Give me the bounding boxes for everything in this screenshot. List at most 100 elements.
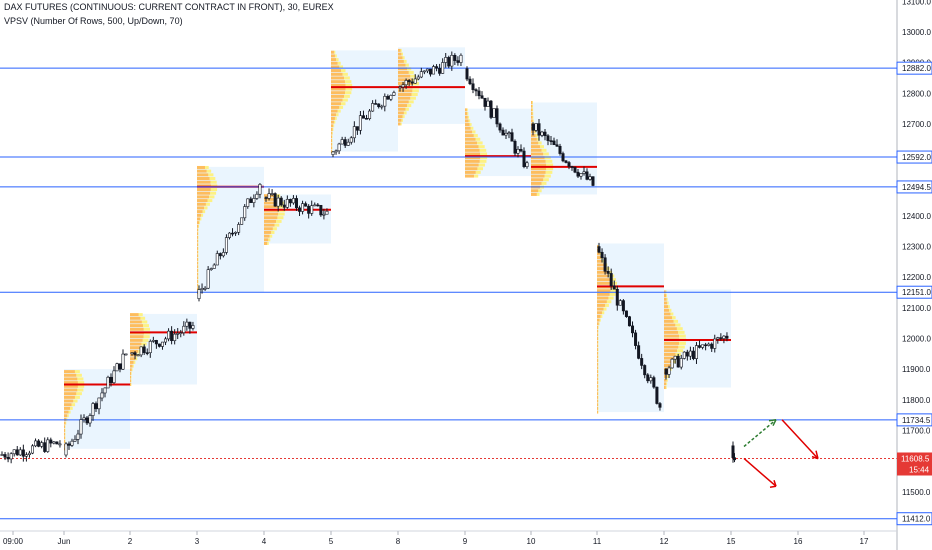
price-tick-label: 13000.0: [902, 28, 931, 37]
candle-body: [543, 131, 547, 137]
profile-bar: [670, 312, 674, 316]
profile-bar: [130, 371, 132, 375]
profile-bar: [337, 109, 341, 113]
arrow-down: [743, 457, 777, 487]
candle-body: [643, 365, 647, 376]
candle-body: [655, 386, 659, 404]
candle-body: [719, 337, 723, 339]
time-tick-label: 12: [660, 537, 669, 546]
profile-bar: [331, 72, 343, 76]
candle-body: [112, 370, 116, 383]
profile-bar: [197, 276, 198, 280]
price-tick-label: 12400.0: [902, 212, 931, 221]
profile-bar: [274, 223, 280, 227]
arrow-down-right-head: [811, 455, 819, 460]
profile-bar: [597, 370, 598, 374]
profile-bar: [398, 122, 401, 126]
profile-bar: [331, 150, 332, 154]
candle-body: [471, 83, 475, 90]
profile-bar: [610, 278, 616, 282]
candle-body: [722, 335, 726, 339]
profile-bar: [345, 80, 352, 84]
profile-bar: [331, 139, 332, 143]
profile-bar: [531, 112, 533, 116]
profile-bar: [597, 399, 598, 403]
profile-bar: [210, 188, 218, 192]
profile-bar: [544, 156, 551, 160]
profile-bar: [410, 74, 416, 78]
profile-bar: [664, 345, 679, 349]
profile-bar: [597, 377, 598, 381]
profile-bar: [398, 59, 404, 63]
profile-bar: [467, 115, 470, 119]
candle-body: [410, 81, 414, 84]
profile-bar: [597, 267, 606, 271]
candle-body: [474, 89, 478, 92]
candle-body: [270, 193, 274, 195]
candle-body: [142, 346, 146, 353]
candle-body: [495, 108, 499, 125]
profile-bar: [607, 270, 613, 274]
profile-bar: [597, 333, 598, 337]
candle-body: [37, 440, 41, 447]
candle-body: [0, 454, 4, 456]
profile-bar: [210, 191, 217, 195]
profile-bar: [664, 341, 680, 345]
profile-bar: [597, 307, 604, 311]
profile-bar: [531, 181, 542, 185]
level-label-box: [896, 61, 932, 75]
profile-bar: [197, 287, 198, 291]
candle-body: [534, 123, 538, 131]
price-tick-label: 11900.0: [902, 365, 931, 374]
profile-bar: [545, 170, 553, 174]
candle-body: [555, 144, 559, 147]
profile-bar: [597, 274, 609, 278]
candle-body: [564, 160, 568, 163]
profile-bar: [208, 173, 214, 177]
profile-bar: [465, 167, 478, 171]
profile-bar: [197, 228, 198, 232]
candle-body: [419, 71, 423, 78]
indicator-label: VPSV (Number Of Rows, 500, Up/Down, 70): [4, 16, 183, 26]
profile-bar: [546, 163, 554, 167]
candle-body: [459, 54, 463, 63]
profile-bar: [597, 292, 610, 296]
candle-body: [73, 439, 77, 442]
profile-bar: [197, 213, 202, 217]
candle-body: [67, 443, 71, 446]
profile-bar: [664, 297, 667, 301]
profile-bar: [531, 108, 533, 112]
profile-bar: [598, 322, 600, 326]
time-tick-label: 15: [727, 537, 736, 546]
candle-body: [237, 224, 241, 233]
profile-bar: [465, 148, 480, 152]
profile-bar: [344, 94, 350, 98]
profile-bar: [210, 180, 217, 184]
candle-body: [597, 246, 601, 253]
profile-bar: [477, 141, 483, 145]
profile-bar: [276, 219, 282, 223]
candle-body: [325, 210, 329, 215]
profile-bar: [64, 384, 78, 388]
time-tick-label: 3: [195, 537, 200, 546]
candle-body: [94, 403, 98, 410]
profile-bar: [475, 137, 481, 141]
profile-bar: [331, 61, 338, 65]
candle-body: [91, 403, 95, 416]
arrow-down-right: [781, 419, 819, 460]
profile-bar: [398, 70, 409, 74]
profile-bar: [597, 337, 598, 340]
profile-bar: [268, 238, 271, 242]
profile-bar: [597, 303, 606, 307]
profile-bar: [664, 308, 670, 312]
arrow-down-head: [769, 485, 777, 488]
candle-body: [579, 173, 583, 177]
candle-body: [246, 198, 250, 207]
candle-body: [176, 333, 180, 335]
profile-bar: [197, 246, 198, 250]
candle-body: [585, 171, 589, 180]
profile-bar: [531, 192, 537, 196]
candle-body: [191, 325, 195, 329]
profile-bar: [64, 421, 66, 425]
